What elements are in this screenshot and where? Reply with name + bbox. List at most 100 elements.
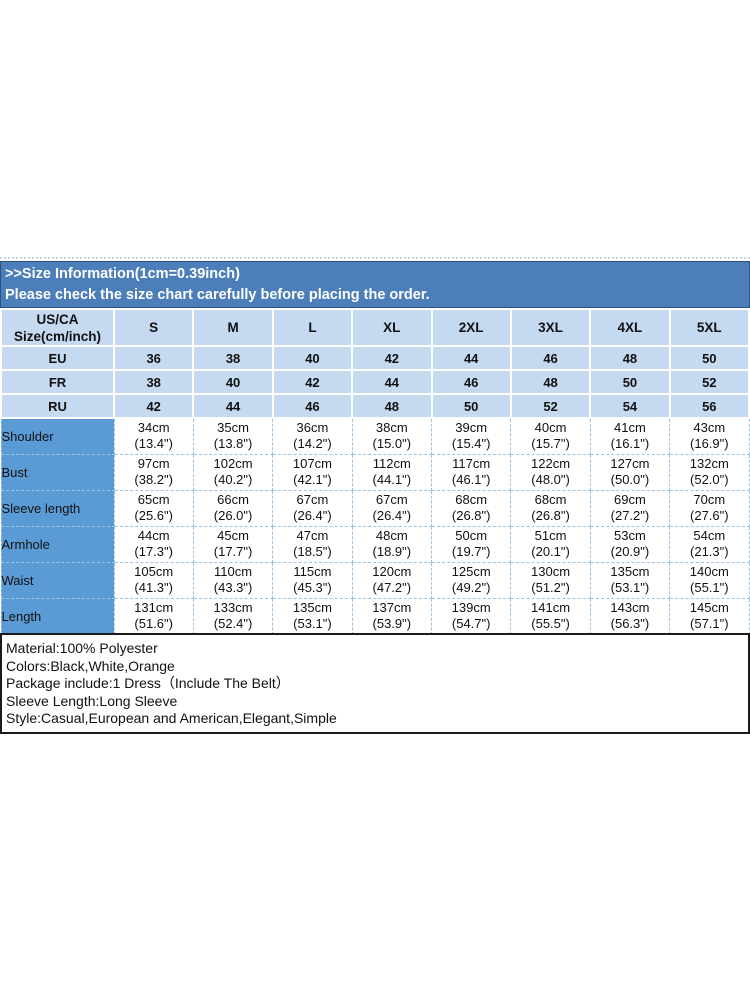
value-cm: 36cm bbox=[296, 419, 329, 435]
detail-line: Package include:1 Dress（Include The Belt… bbox=[6, 675, 290, 691]
measure-value-cell: 53cm (20.9") bbox=[589, 525, 671, 563]
region-value: 46 bbox=[271, 393, 354, 419]
value-inch: (47.2") bbox=[372, 580, 412, 595]
value-inch: (50.0") bbox=[610, 472, 650, 487]
region-label: FR bbox=[0, 369, 115, 395]
value-inch: (53.1") bbox=[293, 616, 332, 631]
value-inch: (41.3") bbox=[134, 580, 173, 595]
size-col-header-2xl: 2XL bbox=[430, 308, 512, 347]
value-cm: 53cm bbox=[614, 527, 646, 543]
measure-value-cell: 36cm (14.2") bbox=[272, 417, 353, 455]
measure-label: Shoulder bbox=[0, 417, 115, 455]
measure-value-cell: 132cm (52.0") bbox=[669, 453, 750, 491]
measure-value-cell: 34cm (13.4") bbox=[113, 417, 194, 455]
measure-row-sleeve-length: Sleeve length 65cm (25.6") 66cm (26.0") 67cm(… bbox=[0, 489, 750, 527]
measure-value-cell: 117cm (46.1") bbox=[430, 453, 512, 491]
value-inch: (49.2") bbox=[451, 580, 491, 595]
value-cm: 131cm bbox=[134, 599, 174, 615]
value-cm: 40cm bbox=[534, 419, 567, 435]
region-value: 44 bbox=[351, 369, 433, 395]
value-inch: (44.1") bbox=[372, 472, 412, 487]
value-cm: 115cm bbox=[293, 563, 332, 579]
value-cm: 54cm bbox=[693, 527, 726, 543]
value-cm: 137cm bbox=[372, 599, 412, 615]
region-value: 50 bbox=[430, 393, 512, 419]
measure-value-cell: 41cm (16.1") bbox=[589, 417, 671, 455]
value-cm: 139cm bbox=[451, 599, 491, 615]
measure-value-cell: 125cm (49.2") bbox=[430, 561, 512, 599]
measure-value-cell: 102cm (40.2") bbox=[192, 453, 274, 491]
value-cm: 38cm bbox=[375, 419, 408, 435]
value-inch: (42.1") bbox=[293, 472, 332, 487]
region-label: EU bbox=[0, 345, 115, 371]
value-inch: (15.7") bbox=[531, 436, 570, 452]
value-cm: 68cm bbox=[455, 491, 488, 507]
value-cm: 140cm bbox=[689, 563, 729, 579]
value-cm: 130cm bbox=[531, 563, 571, 579]
value-inch: (27.2") bbox=[610, 508, 650, 523]
measure-value-cell: 133cm (52.4") bbox=[192, 597, 274, 635]
measure-value-cell: 38cm (15.0") bbox=[351, 417, 433, 455]
value-cm: 35cm bbox=[217, 419, 249, 435]
size-col-header-l: L bbox=[271, 308, 354, 347]
value-inch: (15.4") bbox=[451, 436, 491, 452]
value-inch: (40.2") bbox=[213, 472, 253, 487]
corner-line2: Size(cm/inch) bbox=[13, 328, 102, 344]
value-cm: 51cm bbox=[534, 527, 567, 543]
corner-cell: US/CA Size(cm/inch) bbox=[0, 308, 115, 347]
region-label: RU bbox=[0, 393, 115, 419]
measure-value-cell: 43cm (16.9") bbox=[669, 417, 750, 455]
value-inch: (43.3") bbox=[213, 580, 253, 595]
value-inch: (20.9") bbox=[610, 544, 650, 559]
measure-value-cell: 137cm (53.9") bbox=[351, 597, 433, 635]
value-cm: 112cm bbox=[372, 455, 411, 471]
banner-title: >>Size Information(1cm=0.39inch) bbox=[5, 266, 240, 282]
region-value: 50 bbox=[589, 369, 671, 395]
value-cm: 45cm bbox=[217, 527, 249, 543]
value-cm: 117cm bbox=[452, 455, 491, 471]
value-cm: 105cm bbox=[134, 563, 174, 579]
measure-value-cell: 67cm (26.4") bbox=[272, 489, 353, 527]
value-inch: (16.1") bbox=[610, 436, 650, 452]
measure-row-waist: Waist 105cm (41.3") 110cm (43.3") 115cm (45.3"… bbox=[0, 561, 750, 599]
region-value: 50 bbox=[668, 345, 750, 371]
value-inch: (17.3") bbox=[134, 544, 173, 559]
value-inch: (19.7") bbox=[451, 544, 491, 559]
measure-label: Waist bbox=[0, 561, 115, 599]
value-cm: 127cm bbox=[610, 455, 650, 471]
measure-value-cell: 127cm (50.0") bbox=[589, 453, 671, 491]
value-inch: (25.6") bbox=[134, 508, 173, 523]
size-col-header-s: S bbox=[112, 308, 195, 347]
region-value: 52 bbox=[509, 393, 592, 419]
region-value: 54 bbox=[589, 393, 671, 419]
region-value: 36 bbox=[112, 345, 195, 371]
value-cm: 132cm bbox=[689, 455, 729, 471]
value-inch: (55.5") bbox=[531, 616, 570, 631]
measure-value-cell: 115cm (45.3") bbox=[272, 561, 353, 599]
measure-value-cell: 145cm (57.1") bbox=[669, 597, 750, 635]
region-row-eu: EU 36 38 40 42 44 46 48 50 bbox=[0, 345, 750, 371]
value-inch: (48.0") bbox=[531, 472, 570, 487]
value-cm: 145cm bbox=[689, 599, 729, 615]
measure-row-shoulder: Shoulder 34cm (13.4") 35cm (13.8") 36cm (14.2"… bbox=[0, 417, 750, 455]
measure-value-cell: 70cm (27.6") bbox=[669, 489, 750, 527]
value-cm: 41cm bbox=[614, 419, 646, 435]
measure-row-armhole: Armhole 44cm (17.3") 45cm (17.7") 47cm (18.5")… bbox=[0, 525, 750, 563]
region-value: 42 bbox=[271, 369, 354, 395]
region-value: 40 bbox=[271, 345, 354, 371]
value-inch: (13.4") bbox=[134, 436, 173, 452]
measure-value-cell: 68cm (26.8") bbox=[430, 489, 512, 527]
value-inch: (14.2") bbox=[293, 436, 332, 452]
measure-value-cell: 69cm (27.2") bbox=[589, 489, 671, 527]
value-inch: (21.3") bbox=[690, 544, 729, 559]
measure-value-cell: 112cm (44.1") bbox=[351, 453, 433, 491]
measure-label: Length bbox=[0, 597, 115, 635]
region-value: 52 bbox=[668, 369, 750, 395]
measure-value-cell: 45cm (17.7") bbox=[192, 525, 274, 563]
value-inch: (26.4") bbox=[372, 508, 412, 523]
value-cm: 67cm bbox=[296, 491, 329, 507]
value-inch: (27.6") bbox=[690, 508, 729, 523]
measure-value-cell: 48cm (18.9") bbox=[351, 525, 433, 563]
size-chart-table: US/CA Size(cm/inch) S M L XL 2XL 3XL 4XL 5XL EU… bbox=[0, 308, 750, 635]
measure-value-cell: 40cm (15.7") bbox=[510, 417, 591, 455]
